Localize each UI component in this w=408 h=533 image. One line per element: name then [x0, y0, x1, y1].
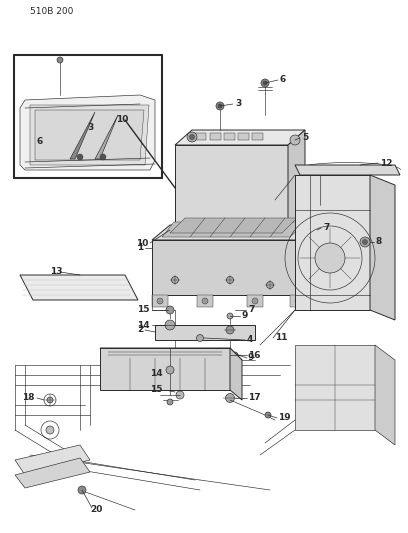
Polygon shape: [247, 295, 263, 307]
Polygon shape: [295, 175, 370, 310]
Circle shape: [78, 486, 86, 494]
Polygon shape: [290, 295, 306, 307]
Circle shape: [362, 239, 368, 245]
Polygon shape: [375, 345, 395, 445]
Polygon shape: [370, 175, 395, 320]
Polygon shape: [152, 240, 300, 295]
Polygon shape: [155, 325, 255, 340]
Circle shape: [263, 81, 267, 85]
Circle shape: [171, 277, 179, 284]
Circle shape: [57, 57, 63, 63]
Circle shape: [216, 102, 224, 110]
Polygon shape: [252, 133, 263, 140]
Text: 19: 19: [278, 414, 290, 423]
Polygon shape: [100, 348, 242, 360]
Circle shape: [189, 134, 195, 140]
Polygon shape: [175, 130, 305, 145]
Text: 4: 4: [247, 335, 253, 344]
Polygon shape: [170, 218, 297, 233]
Circle shape: [197, 335, 204, 342]
Text: 2: 2: [137, 326, 143, 335]
Text: 15: 15: [137, 305, 150, 314]
Text: 11: 11: [275, 334, 288, 343]
Circle shape: [187, 132, 197, 142]
Circle shape: [166, 366, 174, 374]
Polygon shape: [20, 275, 138, 300]
Polygon shape: [152, 295, 168, 307]
Circle shape: [295, 298, 301, 304]
Text: 17: 17: [248, 393, 261, 402]
Circle shape: [227, 313, 233, 319]
Circle shape: [175, 370, 185, 380]
Polygon shape: [70, 112, 95, 159]
Text: 14: 14: [151, 369, 163, 378]
Text: 6: 6: [37, 138, 43, 147]
Circle shape: [360, 237, 370, 247]
Text: 7: 7: [323, 223, 329, 232]
Text: 510B 200: 510B 200: [30, 7, 73, 17]
Text: 3: 3: [235, 100, 241, 109]
Circle shape: [176, 391, 184, 399]
Polygon shape: [295, 345, 375, 430]
Text: 5: 5: [302, 133, 308, 142]
Polygon shape: [288, 130, 305, 230]
Polygon shape: [300, 225, 317, 295]
Text: 12: 12: [380, 158, 392, 167]
Circle shape: [77, 154, 83, 160]
Circle shape: [46, 426, 54, 434]
Circle shape: [315, 243, 345, 273]
Circle shape: [166, 306, 174, 314]
Circle shape: [226, 277, 233, 284]
Text: 3: 3: [87, 124, 93, 133]
Text: 14: 14: [137, 320, 150, 329]
Circle shape: [226, 393, 235, 402]
Polygon shape: [95, 115, 118, 159]
Circle shape: [167, 399, 173, 405]
Circle shape: [265, 412, 271, 418]
Polygon shape: [175, 145, 288, 230]
Polygon shape: [230, 348, 242, 400]
Polygon shape: [295, 165, 400, 175]
Text: 10: 10: [135, 238, 148, 247]
Circle shape: [290, 135, 300, 145]
Polygon shape: [238, 133, 249, 140]
Text: 6: 6: [280, 76, 286, 85]
Circle shape: [202, 298, 208, 304]
Polygon shape: [20, 95, 155, 170]
Polygon shape: [15, 458, 90, 488]
Text: 15: 15: [151, 385, 163, 394]
Circle shape: [261, 79, 269, 87]
Polygon shape: [30, 105, 149, 165]
Text: 7: 7: [248, 305, 254, 314]
Circle shape: [47, 397, 53, 403]
Text: 9: 9: [242, 311, 248, 320]
Polygon shape: [15, 445, 90, 475]
Text: 9: 9: [248, 353, 254, 362]
Circle shape: [218, 104, 222, 108]
Polygon shape: [152, 225, 317, 240]
Polygon shape: [195, 133, 206, 140]
Circle shape: [100, 154, 106, 160]
Text: 16: 16: [248, 351, 260, 359]
Circle shape: [232, 352, 238, 358]
Text: 1: 1: [137, 244, 143, 253]
Polygon shape: [197, 295, 213, 307]
Circle shape: [165, 320, 175, 330]
Text: 13: 13: [50, 268, 62, 277]
Circle shape: [226, 326, 234, 334]
Circle shape: [266, 281, 273, 288]
Circle shape: [157, 298, 163, 304]
Polygon shape: [100, 348, 230, 390]
Polygon shape: [162, 222, 306, 237]
Text: 8: 8: [376, 238, 382, 246]
Polygon shape: [224, 133, 235, 140]
Polygon shape: [210, 133, 221, 140]
Text: 10: 10: [116, 116, 128, 125]
Text: 18: 18: [22, 393, 35, 402]
Text: 20: 20: [90, 505, 102, 514]
Circle shape: [252, 298, 258, 304]
Polygon shape: [35, 110, 144, 160]
